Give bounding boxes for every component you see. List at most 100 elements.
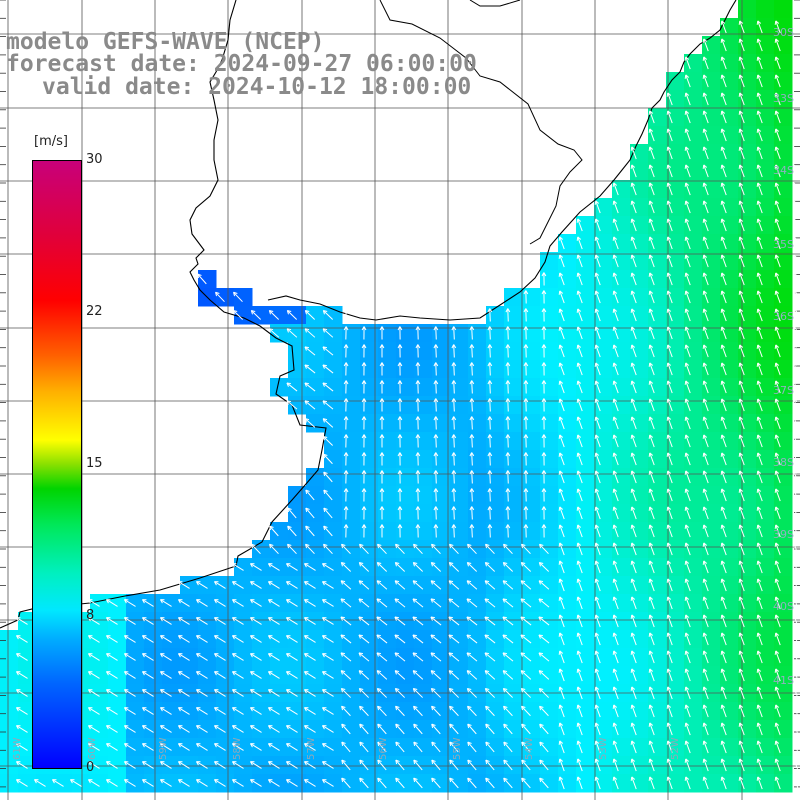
- wind-cell: [450, 378, 469, 397]
- wind-arrow: [756, 164, 763, 178]
- wind-cell: [306, 738, 325, 757]
- wind-arrow: [323, 471, 333, 483]
- wind-cell: [252, 756, 271, 775]
- wind-arrow: [379, 488, 385, 502]
- wind-cell: [612, 756, 631, 775]
- wind-arrow: [792, 596, 799, 610]
- wind-arrow: [16, 743, 28, 751]
- lon-label: 54W: [524, 737, 535, 760]
- wind-cell: [630, 162, 649, 181]
- wind-arrow: [503, 705, 513, 717]
- wind-arrow: [612, 416, 619, 430]
- wind-cell: [702, 486, 721, 505]
- wind-cell: [630, 378, 649, 397]
- wind-arrow: [738, 524, 745, 538]
- wind-cell: [774, 360, 793, 379]
- wind-arrow: [666, 686, 673, 700]
- wind-arrow: [774, 164, 781, 178]
- wind-arrow: [594, 308, 601, 322]
- wind-arrow: [395, 705, 405, 717]
- wind-arrow: [124, 743, 136, 751]
- wind-cell: [342, 378, 361, 397]
- wind-cell: [774, 162, 793, 181]
- wind-arrow: [558, 236, 565, 250]
- wind-arrow: [774, 704, 781, 718]
- wind-cell: [648, 306, 667, 325]
- wind-cell: [252, 576, 271, 595]
- wind-cell: [180, 720, 199, 739]
- wind-cell: [720, 324, 739, 343]
- wind-cell: [702, 90, 721, 109]
- wind-cell: [702, 648, 721, 667]
- wind-cell: [486, 306, 505, 325]
- wind-arrow: [702, 740, 709, 754]
- wind-cell: [684, 630, 703, 649]
- wind-cell: [360, 360, 379, 379]
- wind-arrow: [738, 146, 745, 160]
- wind-arrow: [341, 543, 351, 555]
- wind-cell: [720, 558, 739, 577]
- wind-arrow: [684, 776, 691, 790]
- wind-arrow: [196, 635, 208, 643]
- wind-cell: [486, 774, 505, 793]
- wind-arrow: [612, 704, 619, 718]
- wind-arrow: [612, 200, 619, 214]
- wind-cell: [216, 630, 235, 649]
- wind-arrow: [792, 182, 799, 196]
- wind-cell: [612, 450, 631, 469]
- wind-cell: [450, 324, 469, 343]
- wind-arrow: [648, 758, 655, 772]
- wind-arrow: [648, 200, 655, 214]
- wind-arrow: [376, 687, 387, 698]
- wind-arrow: [648, 290, 655, 304]
- wind-cell: [576, 306, 595, 325]
- wind-cell: [378, 342, 397, 361]
- wind-cell: [630, 540, 649, 559]
- wind-cell: [324, 576, 343, 595]
- wind-cell: [450, 504, 469, 523]
- wind-arrow: [756, 452, 763, 466]
- wind-arrow: [379, 470, 385, 484]
- colorbar-tick-15: 15: [86, 456, 103, 471]
- wind-arrow: [738, 668, 745, 682]
- wind-cell: [18, 756, 37, 775]
- wind-cell: [648, 522, 667, 541]
- wind-cell: [540, 558, 559, 577]
- wind-arrow: [433, 434, 439, 448]
- wind-cell: [666, 180, 685, 199]
- wind-cell: [684, 234, 703, 253]
- wind-arrow: [666, 326, 673, 340]
- wind-arrow: [720, 524, 727, 538]
- wind-cell: [270, 702, 289, 721]
- wind-arrow: [648, 362, 655, 376]
- wind-cell: [522, 558, 541, 577]
- wind-cell: [774, 720, 793, 739]
- wind-arrow: [448, 687, 459, 698]
- wind-arrow: [684, 614, 691, 628]
- wind-arrow: [792, 362, 799, 376]
- wind-cell: [234, 774, 253, 793]
- wind-cell: [450, 702, 469, 721]
- wind-arrow: [538, 580, 550, 590]
- wind-arrow: [594, 506, 601, 520]
- wind-arrow: [792, 110, 799, 124]
- wind-cell: [414, 342, 433, 361]
- wind-arrow: [487, 398, 493, 412]
- wind-arrow: [792, 164, 799, 178]
- wind-cell: [108, 720, 127, 739]
- wind-cell: [306, 504, 325, 523]
- wind-arrow: [630, 164, 637, 178]
- wind-cell: [324, 558, 343, 577]
- wind-cell: [774, 270, 793, 289]
- wind-arrow: [413, 723, 423, 735]
- wind-arrow: [538, 598, 550, 608]
- wind-cell: [306, 720, 325, 739]
- wind-arrow: [415, 434, 421, 448]
- wind-arrow: [304, 725, 316, 733]
- wind-arrow: [666, 488, 673, 502]
- wind-arrow: [702, 398, 709, 412]
- wind-arrow: [684, 290, 691, 304]
- wind-arrow: [612, 668, 619, 682]
- wind-arrow: [576, 578, 583, 592]
- wind-arrow: [520, 616, 532, 626]
